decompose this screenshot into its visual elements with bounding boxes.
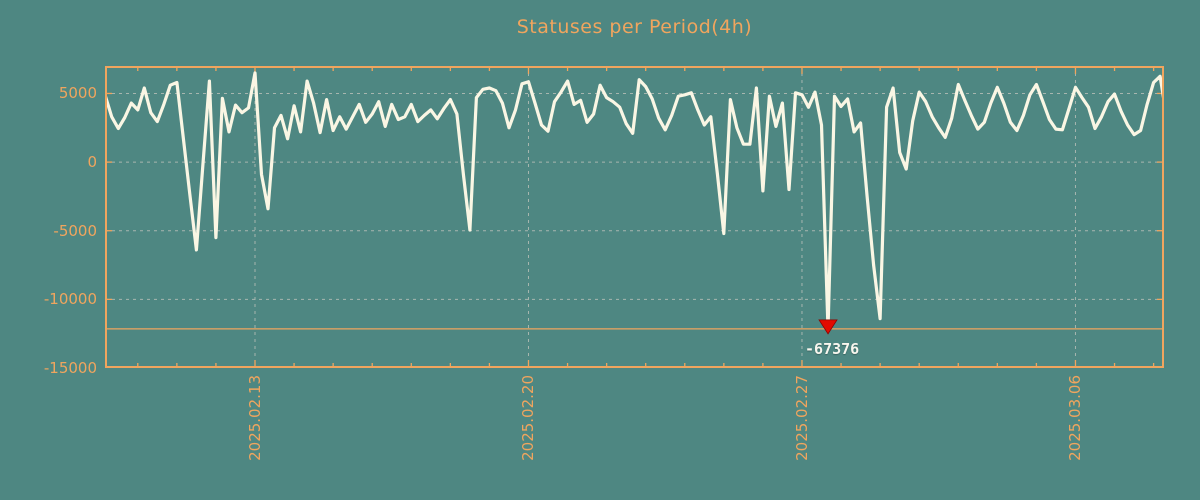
y-tick-label: -10000: [43, 290, 97, 309]
x-tick-label: 2025.03.06: [1066, 375, 1085, 461]
y-tick-label: 5000: [58, 84, 97, 103]
x-tick-label: 2025.02.13: [246, 375, 264, 461]
series-line: [105, 71, 1164, 331]
chart-svg: [105, 66, 1164, 368]
y-tick-label: 0: [87, 153, 97, 172]
x-tick-label: 2025.02.27: [792, 375, 811, 461]
plot-area: [105, 66, 1164, 368]
x-tick-label: 2025.02.20: [519, 375, 538, 461]
plot-border: [105, 66, 1164, 368]
y-tick-label: -5000: [53, 221, 97, 240]
min-marker-triangle: [818, 319, 838, 335]
chart-title: Statuses per Period(4h): [516, 16, 753, 38]
y-tick-label: -15000: [43, 359, 97, 377]
min-value-annotation: -67376: [805, 339, 860, 358]
